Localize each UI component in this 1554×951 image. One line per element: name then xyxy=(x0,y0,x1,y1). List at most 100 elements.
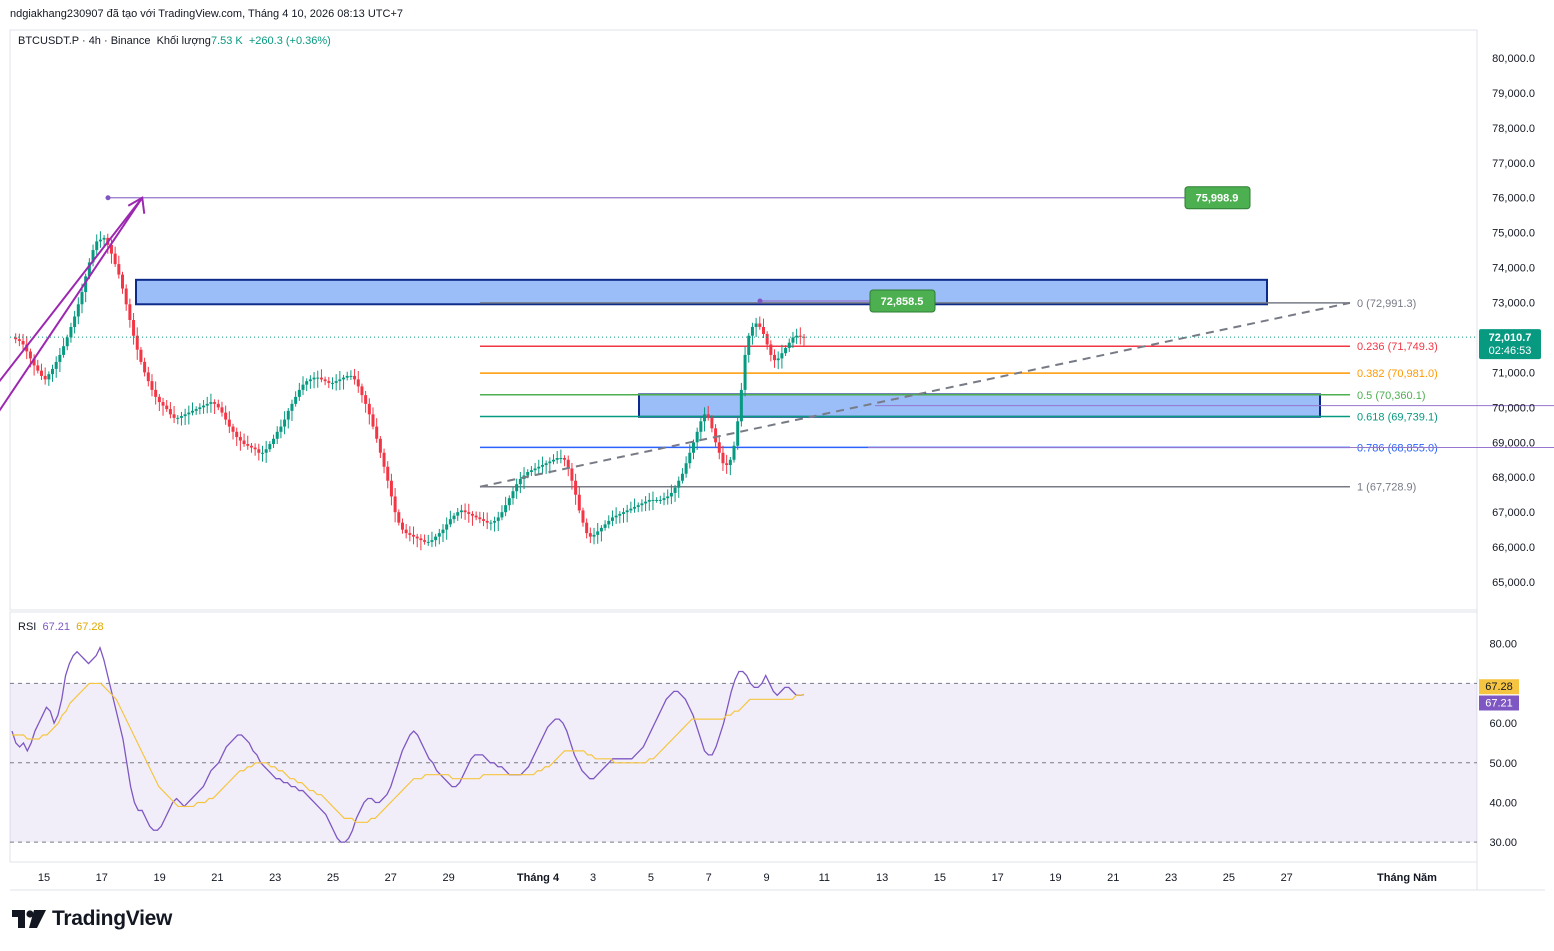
candle-body xyxy=(618,513,622,516)
candle-body xyxy=(154,389,158,397)
candle-body xyxy=(655,499,659,501)
candle-body xyxy=(95,241,99,251)
fib-label: 0.236 (71,749.3) xyxy=(1357,341,1438,353)
time-tick-label: 17 xyxy=(992,872,1004,884)
candle-body xyxy=(238,437,242,441)
candle-body xyxy=(39,370,43,376)
candle-body xyxy=(559,458,563,460)
candle-body xyxy=(272,438,276,445)
candle-body xyxy=(176,417,180,419)
candle-body xyxy=(739,389,743,422)
candle-body xyxy=(526,471,530,476)
candle-body xyxy=(592,534,596,537)
candle-body xyxy=(706,414,710,418)
candle-body xyxy=(213,402,217,404)
time-tick-label: 15 xyxy=(38,872,50,884)
candle-body xyxy=(191,410,195,413)
candle-body xyxy=(795,335,799,338)
candle-body xyxy=(798,335,802,337)
bar-countdown: 02:46:53 xyxy=(1489,345,1532,357)
candle-body xyxy=(695,431,699,443)
symbol-name[interactable]: BTCUSDT.P · 4h · Binance xyxy=(18,35,151,47)
candle-body xyxy=(294,396,298,404)
candle-body xyxy=(802,336,806,338)
candle-body xyxy=(128,304,132,320)
candle-body xyxy=(736,421,740,446)
candle-body xyxy=(194,409,198,411)
price-tick-label: 67,000.0 xyxy=(1492,507,1535,519)
candle-body xyxy=(430,540,434,542)
candle-body xyxy=(408,533,412,535)
recent-high-value: 72,858.5 xyxy=(881,296,924,308)
candle-body xyxy=(621,512,625,514)
candle-body xyxy=(710,417,714,429)
anchor-dot xyxy=(757,298,763,304)
candle-body xyxy=(275,431,279,439)
candle-body xyxy=(305,381,309,385)
candle-body xyxy=(117,264,121,275)
candle-body xyxy=(323,379,327,382)
candle-body xyxy=(603,524,607,528)
time-axis[interactable]: 15 17 19 21 23 25 27 29 Tháng 4 3 5 7 9 11 13 15 17 19 21 2… xyxy=(38,872,1437,884)
candle-body xyxy=(680,473,684,481)
price-tick-label: 66,000.0 xyxy=(1492,542,1535,554)
candle-body xyxy=(375,426,379,439)
candle-body xyxy=(699,421,703,432)
candle-body xyxy=(599,527,603,532)
rsi-badge-value: 67.21 xyxy=(1485,698,1513,710)
candle-body xyxy=(419,538,423,541)
fib-label: 0.618 (69,739.1) xyxy=(1357,411,1438,423)
candle-body xyxy=(17,339,21,341)
candle-body xyxy=(585,522,589,534)
rsi-line xyxy=(11,645,805,843)
candle-body xyxy=(445,524,449,530)
tradingview-logo-icon xyxy=(12,910,46,928)
projection-arrow xyxy=(0,197,144,383)
candle-body xyxy=(515,484,519,492)
rsi-ma-value: 67.28 xyxy=(76,621,104,633)
candle-body xyxy=(91,250,95,263)
candle-body xyxy=(367,403,371,415)
time-tick-label: 7 xyxy=(706,872,712,884)
recent-high-badge xyxy=(869,289,936,313)
candle-body xyxy=(187,412,191,415)
candle-body xyxy=(423,540,427,542)
candle-body xyxy=(135,335,139,350)
last-price-badge xyxy=(1479,329,1541,360)
symbol-legend[interactable]: BTCUSDT.P · 4h · Binance Khối lượng7.53 … xyxy=(18,35,331,47)
candle-body xyxy=(750,326,754,336)
target-badge xyxy=(1184,186,1251,210)
price-axis[interactable]: 80,000.0 79,000.0 78,000.0 77,000.0 76,000.0… xyxy=(1479,53,1541,589)
tradingview-logo[interactable]: TradingView xyxy=(12,907,172,931)
candle-body xyxy=(301,384,305,390)
price-tick-label: 75,000.0 xyxy=(1492,228,1535,240)
candle-body xyxy=(754,323,758,327)
candle-body xyxy=(87,262,91,277)
candle-body xyxy=(588,533,592,537)
candle-body xyxy=(644,501,648,504)
candle-body xyxy=(297,389,301,397)
time-tick-label: 3 xyxy=(590,872,596,884)
candle-body xyxy=(389,480,393,497)
projection-arrow-alt xyxy=(0,197,144,412)
candle-body xyxy=(330,382,334,384)
candle-body xyxy=(109,244,113,254)
candle-body xyxy=(397,512,401,523)
candle-body xyxy=(452,515,456,520)
candle-body xyxy=(143,361,147,373)
rsi-legend[interactable]: RSI 67.21 67.28 xyxy=(18,621,104,633)
candle-body xyxy=(496,517,500,521)
candle-body xyxy=(345,375,349,378)
time-tick-label: 25 xyxy=(1223,872,1235,884)
candle-body xyxy=(758,323,762,327)
time-tick-label: 21 xyxy=(211,872,223,884)
candle-body xyxy=(25,344,29,352)
rsi-tick-label: 30.00 xyxy=(1489,837,1517,849)
candle-body xyxy=(677,480,681,488)
candle-body xyxy=(224,412,228,420)
candle-body xyxy=(504,505,508,513)
fib-label: 0.5 (70,360.1) xyxy=(1357,390,1426,402)
candle-body xyxy=(378,438,382,453)
time-tick-label: 19 xyxy=(153,872,165,884)
